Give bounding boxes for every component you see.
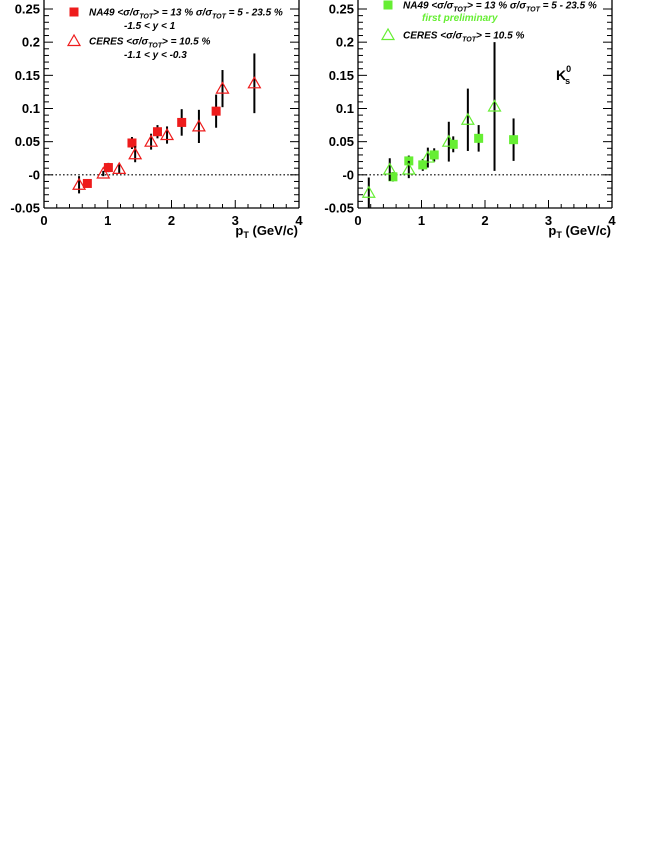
y-tick-label: 0.05 [329,134,354,149]
particle-label-sup: 0 [566,64,571,74]
x-tick-label: 3 [232,213,239,228]
y-tick-label: -0 [342,167,354,182]
legend-entry-ceres: CERES <σ/σTOT> = 10.5 % [403,31,524,44]
legend-text-part: CERES <σ/σ [403,31,462,42]
chart-panel-right: -0.05-00.050.10.150.20.250 1 2 3 4pT (GeV/c)… [324,0,616,240]
legend-marker-ceres [380,27,396,41]
legend-text-part: > = 13 % σ/σ [153,8,212,19]
legend-subscript: TOT [212,14,227,21]
data-point-na49 [474,133,484,143]
legend-marker-ceres [66,33,82,47]
data-point-na49 [127,138,137,148]
data-point-ceres [96,166,111,179]
data-point-na49 [103,163,113,173]
y-tick-label: 0.25 [329,2,354,17]
x-axis-title-main: p [235,223,243,238]
data-point-ceres [382,162,397,175]
y-tick-label: 0.05 [15,134,40,149]
data-point-ceres [460,112,475,125]
legend-subscript: TOT [462,37,477,44]
x-tick-label: 0 [354,213,361,228]
legend-entry-na49: NA49 <σ/σTOT> = 13 % σ/σTOT = 5 - 23.5 % [89,8,283,21]
data-point-ceres [215,81,230,94]
data-point-na49 [418,160,428,170]
data-point-na49 [152,127,162,137]
data-point-ceres [191,119,206,132]
data-point-ceres [420,150,435,163]
data-point-ceres [487,99,502,112]
legend: NA49 <σ/σTOT> = 13 % σ/σTOT = 5 - 23.5 %… [66,7,283,61]
data-point-ceres [361,185,376,198]
x-tick-label: 1 [418,213,425,228]
legend-rapidity-range: -1.5 < y < 1 [124,21,176,32]
y-tick-label: 0.2 [22,35,40,50]
x-axis-title-main: p [548,223,556,238]
x-tick-label: 1 [104,213,111,228]
x-axis-title-sub: T [556,230,562,240]
x-tick-label: 2 [168,213,175,228]
x-axis-title: pT (GeV/c) [548,223,611,240]
legend: NA49 <σ/σTOT> = 13 % σ/σTOT = 5 - 23.5 %… [380,0,597,44]
legend-entry-na49: NA49 <σ/σTOT> = 13 % σ/σTOT = 5 - 23.5 % [403,1,597,14]
data-point-ceres [144,134,159,147]
y-tick-label: 0.15 [15,68,40,83]
legend-text-part: NA49 <σ/σ [403,1,454,12]
data-point-ceres [112,161,127,174]
legend-subscript: TOT [453,7,468,14]
legend-subscript: TOT [148,43,163,50]
legend-subscript: TOT [526,7,541,14]
data-point-na49 [211,106,221,116]
series-na49 [82,94,221,188]
series-ceres [72,53,262,194]
data-point-ceres [401,162,416,175]
x-axis-title-unit: (GeV/c) [562,223,611,238]
legend-text-part: = 5 - 23.5 % [226,8,283,19]
y-tick-label: 0.1 [22,101,40,116]
data-point-ceres [441,134,456,147]
y-tick-label: -0.05 [10,201,40,216]
x-axis-title: pT (GeV/c) [235,223,298,240]
chart-panel-left: -0.05-00.050.10.150.20.250 1 2 3 4pT (GeV/c)… [10,0,303,240]
legend-entry-ceres: CERES <σ/σTOT> = 10.5 % [89,37,210,50]
legend-marker-na49 [383,0,393,10]
legend-text-part: CERES <σ/σ [89,37,148,48]
legend-subscript: TOT [139,14,154,21]
y-tick-label: 0.2 [336,35,354,50]
data-point-na49 [82,178,92,188]
y-tick-label: -0.05 [324,201,354,216]
x-tick-label: 4 [295,213,303,228]
data-point-ceres [128,147,143,160]
x-axis-title-sub: T [243,230,249,240]
data-point-ceres [72,177,87,190]
series-ceres [361,42,502,208]
y-tick-label: 0.25 [15,2,40,17]
particle-label: K0 s [556,64,571,86]
preliminary-note: first preliminary [422,13,498,24]
particle-label-sub: s [565,76,570,86]
legend-text-part: > = 13 % σ/σ [467,1,526,12]
y-tick-label: 0.15 [329,68,354,83]
x-tick-label: 3 [545,213,552,228]
legend-text-part: > = 10.5 % [476,31,524,42]
particle-label-main: K [556,67,566,83]
y-tick-label: 0.1 [336,101,354,116]
x-tick-label: 4 [608,213,616,228]
data-point-na49 [388,172,398,182]
legend-text-part: = 5 - 23.5 % [540,1,597,12]
legend-text-part: NA49 <σ/σ [89,8,140,19]
legend-marker-na49 [69,7,79,17]
x-axis-title-unit: (GeV/c) [249,223,298,238]
data-point-na49 [429,150,439,160]
x-tick-label: 0 [40,213,47,228]
data-point-ceres [160,127,175,141]
x-tick-label: 2 [481,213,488,228]
data-point-na49 [177,117,187,127]
data-point-na49 [509,135,519,145]
y-tick-label: -0 [28,167,40,182]
legend-text-part: > = 10.5 % [162,37,210,48]
legend-rapidity-range: -1.1 < y < -0.3 [124,50,187,61]
data-point-ceres [247,76,262,89]
